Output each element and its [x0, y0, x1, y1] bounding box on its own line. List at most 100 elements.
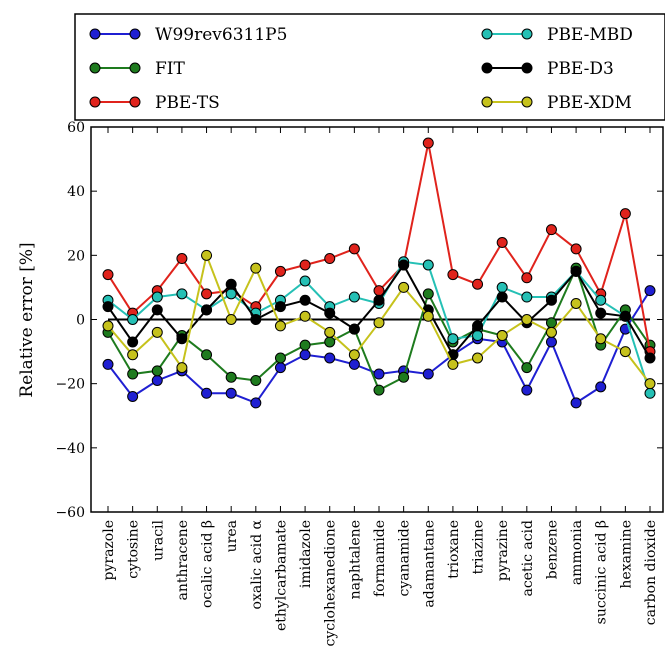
data-point — [373, 294, 385, 306]
x-category-label: trioxane — [446, 520, 462, 579]
data-point — [545, 224, 557, 236]
x-category-label: cyanamide — [397, 520, 413, 596]
data-point — [472, 330, 484, 342]
data-point — [496, 330, 508, 342]
legend-label: W99rev6311P5 — [155, 25, 287, 45]
legend-marker — [521, 28, 533, 40]
data-point — [545, 317, 557, 329]
legend-label: PBE-D3 — [547, 59, 614, 79]
data-point — [274, 320, 286, 332]
data-point — [521, 272, 533, 284]
legend-item: FIT — [89, 59, 186, 79]
data-point — [176, 333, 188, 345]
data-point — [225, 314, 237, 325]
data-point — [644, 387, 656, 399]
data-point — [176, 288, 188, 300]
data-point — [619, 346, 631, 358]
legend-item: W99rev6311P5 — [89, 25, 287, 45]
data-point — [324, 253, 336, 265]
x-category-label: carbon dioxide — [643, 520, 659, 625]
data-point — [201, 288, 213, 300]
data-point — [521, 314, 533, 325]
legend-label: FIT — [155, 59, 186, 79]
data-point — [570, 265, 582, 277]
data-point — [619, 208, 631, 220]
data-point — [324, 307, 336, 319]
x-category-label: cyclohexanedione — [323, 520, 339, 647]
data-point — [595, 381, 607, 393]
data-point — [201, 304, 213, 316]
data-point — [127, 349, 139, 361]
data-point — [570, 297, 582, 309]
legend-marker — [521, 96, 533, 108]
data-point — [250, 314, 262, 325]
legend-item: PBE-D3 — [481, 59, 614, 79]
data-point — [324, 336, 336, 348]
data-point — [348, 358, 360, 370]
data-point — [250, 262, 262, 274]
data-point — [373, 317, 385, 329]
x-category-label: uracil — [150, 519, 166, 560]
x-category-label: naphtalene — [347, 520, 363, 599]
data-point — [299, 294, 311, 306]
x-category-label: triazine — [471, 520, 487, 574]
data-point — [274, 265, 286, 277]
data-point — [595, 333, 607, 345]
x-category-label: ammonia — [569, 520, 585, 585]
data-point — [545, 294, 557, 306]
data-point — [324, 352, 336, 364]
data-point — [151, 326, 163, 338]
x-category-label: cytosine — [126, 520, 142, 579]
data-point — [447, 269, 459, 281]
data-point — [545, 336, 557, 348]
data-point — [151, 291, 163, 303]
y-tick-label: −20 — [55, 377, 85, 393]
data-point — [201, 387, 213, 399]
data-point — [570, 397, 582, 409]
data-point — [201, 349, 213, 361]
legend-box — [74, 13, 665, 121]
data-point — [422, 259, 434, 271]
legend-marker — [481, 28, 493, 40]
legend-label: PBE-TS — [155, 93, 220, 113]
legend-marker — [129, 28, 141, 40]
data-point — [102, 320, 114, 332]
legend-marker — [89, 62, 101, 74]
data-point — [299, 339, 311, 351]
data-point — [398, 259, 410, 271]
data-point — [225, 278, 237, 290]
data-point — [348, 349, 360, 361]
x-category-label: urea — [224, 520, 240, 552]
data-point — [472, 320, 484, 332]
series-group — [102, 249, 656, 390]
x-category-label: oxalic acid α — [249, 519, 265, 609]
x-category-label: acetic acid — [520, 520, 536, 597]
legend-marker — [129, 96, 141, 108]
x-category-label: imidazole — [298, 520, 314, 588]
y-tick-label: −40 — [55, 441, 85, 457]
data-point — [644, 285, 656, 297]
data-point — [595, 307, 607, 319]
data-point — [176, 253, 188, 265]
data-point — [176, 362, 188, 374]
data-point — [422, 368, 434, 380]
data-point — [274, 362, 286, 374]
data-point — [299, 310, 311, 322]
legend-marker — [89, 28, 101, 40]
legend-marker — [89, 96, 101, 108]
legend-marker — [521, 62, 533, 74]
data-point — [250, 397, 262, 409]
data-point — [348, 243, 360, 255]
data-point — [570, 243, 582, 255]
data-point — [619, 310, 631, 322]
series-group — [102, 259, 656, 364]
x-category-label: formamide — [372, 520, 388, 597]
data-point — [127, 391, 139, 402]
data-point — [348, 291, 360, 303]
legend-item: PBE-MBD — [481, 25, 633, 45]
x-category-label: anthracene — [175, 520, 191, 600]
legend-item: PBE-XDM — [481, 93, 632, 113]
legend-item: PBE-TS — [89, 93, 220, 113]
data-point — [127, 336, 139, 348]
